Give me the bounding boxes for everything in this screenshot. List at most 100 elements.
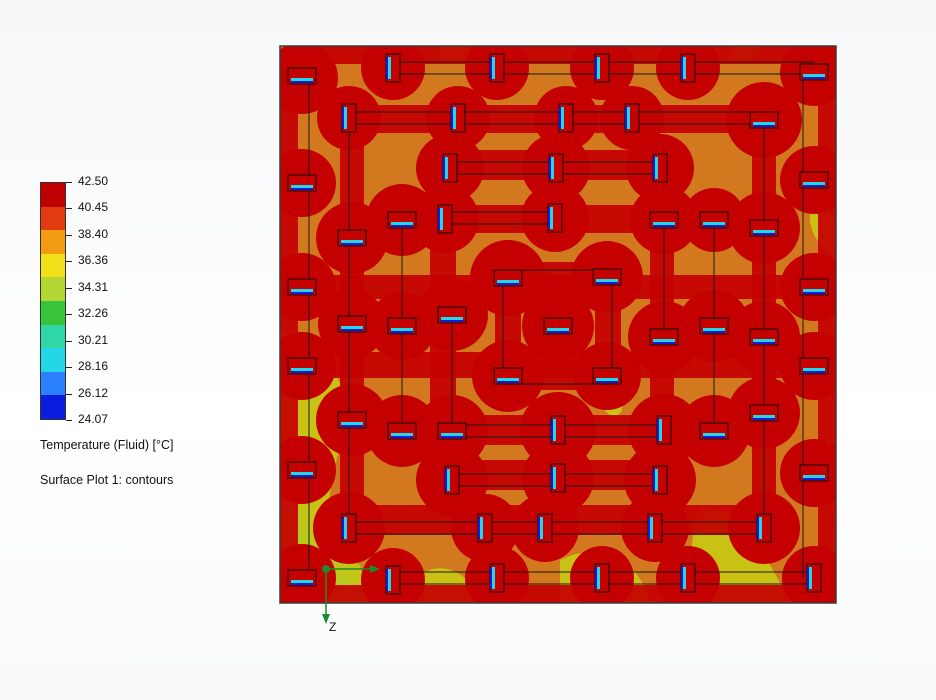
scale-tick-label: 24.07 [78,412,109,426]
component-cold-strip [341,425,363,427]
color-legend: 42.50 40.45 38.40 36.36 34.31 32.26 30.21 28.16… [38,174,238,496]
scale-tick-label: 28.16 [78,359,109,374]
component-cold-strip [595,57,597,79]
component-cool-strip [655,157,658,179]
component-cool-strip [596,279,618,282]
component-vertical [444,465,460,495]
component-vertical [680,563,696,593]
component-horizontal [437,422,467,440]
component-vertical [547,203,563,233]
component-horizontal [543,317,573,335]
component-cool-strip [291,78,313,81]
component-horizontal [337,411,367,429]
component-horizontal [387,317,417,335]
component-cold-strip [291,81,313,83]
component-cold-strip [342,107,344,129]
component-horizontal [799,464,829,482]
component-cold-strip [549,157,551,179]
component-cool-strip [803,475,825,478]
component-cold-strip [478,517,480,539]
hot-channel [280,585,836,603]
component-cold-strip [291,188,313,190]
component-vertical [652,465,668,495]
component-vertical [756,513,772,543]
hot-channel [818,46,836,603]
component-cool-strip [553,419,556,441]
component-cool-strip [492,567,495,589]
component-horizontal [749,328,779,346]
component-cool-strip [703,328,725,331]
component-cool-strip [497,280,519,283]
scale-tick-label: 36.36 [78,253,109,268]
component-vertical [558,103,574,133]
component-vertical [624,103,640,133]
component-cool-strip [344,107,347,129]
component-cold-strip [648,517,650,539]
component-horizontal [493,269,523,287]
plot-area [280,46,836,603]
component-cold-strip [497,381,519,383]
component-horizontal [799,278,829,296]
component-cool-strip [441,317,463,320]
component-cold-strip [291,475,313,477]
component-horizontal [592,367,622,385]
component-horizontal [287,461,317,479]
component-cool-strip [803,182,825,185]
hot-channel [390,205,690,233]
component-cool-strip [753,415,775,418]
component-cold-strip [391,331,413,333]
component-cold-strip [803,292,825,294]
component-horizontal [799,357,829,375]
component-cool-strip [561,107,564,129]
component-cold-strip [547,331,569,333]
component-vertical [548,153,564,183]
component-cold-strip [342,517,344,539]
component-cold-strip [538,517,540,539]
component-cold-strip [443,157,445,179]
component-cool-strip [683,57,686,79]
component-cold-strip [653,225,675,227]
component-horizontal [287,67,317,85]
component-cold-strip [391,436,413,438]
component-vertical [385,565,401,595]
component-cool-strip [597,57,600,79]
color-band-2 [41,230,65,254]
plot-frame [279,45,837,604]
component-horizontal [799,63,829,81]
component-cool-strip [540,517,543,539]
component-cool-strip [753,122,775,125]
component-vertical [652,153,668,183]
component-cool-strip [759,517,762,539]
component-cool-strip [391,433,413,436]
component-horizontal [592,268,622,286]
component-horizontal [387,211,417,229]
component-horizontal [749,404,779,422]
component-cool-strip [596,378,618,381]
component-vertical [341,513,357,543]
component-cold-strip [341,329,363,331]
component-vertical [537,513,553,543]
component-cold-strip [386,569,388,591]
component-horizontal [649,328,679,346]
component-cold-strip [681,57,683,79]
color-band-9 [41,395,65,419]
component-cold-strip [441,320,463,322]
color-band-4 [41,277,65,301]
component-horizontal [337,315,367,333]
component-cool-strip [803,368,825,371]
hot-channel [280,275,836,299]
component-cold-strip [438,208,440,230]
component-vertical [442,153,458,183]
component-cool-strip [703,222,725,225]
component-cold-strip [753,342,775,344]
component-cold-strip [703,225,725,227]
component-vertical [550,415,566,445]
component-cool-strip [291,185,313,188]
component-cool-strip [803,74,825,77]
color-band-0 [41,183,65,207]
component-cold-strip [291,583,313,585]
component-cold-strip [596,282,618,284]
component-cool-strip [440,208,443,230]
component-cool-strip [653,222,675,225]
component-cold-strip [559,107,561,129]
